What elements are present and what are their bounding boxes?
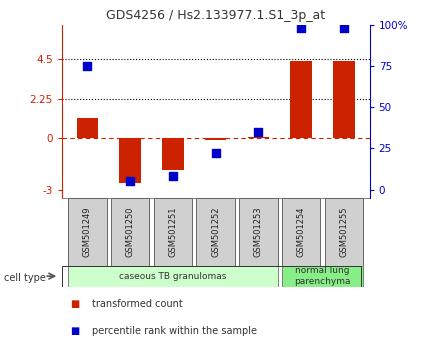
Text: GSM501250: GSM501250 [125,207,135,257]
Point [255,129,262,135]
Point [212,150,219,156]
Text: GSM501255: GSM501255 [339,207,348,257]
Bar [333,61,355,137]
Bar [154,198,192,266]
Text: GSM501254: GSM501254 [297,207,306,257]
Text: percentile rank within the sample: percentile rank within the sample [92,326,257,336]
Text: GSM501249: GSM501249 [83,207,92,257]
Point [84,63,91,69]
Bar [325,198,363,266]
Bar [162,137,183,171]
Text: GSM501253: GSM501253 [254,206,263,257]
Bar [205,137,226,140]
Text: ■: ■ [70,299,80,309]
Bar [196,198,235,266]
Text: caseous TB granulomas: caseous TB granulomas [119,272,227,281]
Point [297,25,304,31]
Point [127,178,134,184]
Text: normal lung
parenchyma: normal lung parenchyma [294,267,351,286]
Bar [68,266,278,287]
Point [341,25,348,31]
Bar [282,266,363,287]
Bar [111,198,149,266]
Bar [282,198,320,266]
Text: cell type: cell type [4,273,46,283]
Bar [77,119,98,137]
Bar [119,137,141,183]
Text: ■: ■ [70,326,80,336]
Bar [68,198,106,266]
Point [169,173,176,179]
Bar [290,61,312,137]
Title: GDS4256 / Hs2.133977.1.S1_3p_at: GDS4256 / Hs2.133977.1.S1_3p_at [106,9,325,22]
Text: GSM501251: GSM501251 [169,207,177,257]
Text: transformed count: transformed count [92,299,183,309]
Bar [239,198,278,266]
Text: GSM501252: GSM501252 [211,207,220,257]
